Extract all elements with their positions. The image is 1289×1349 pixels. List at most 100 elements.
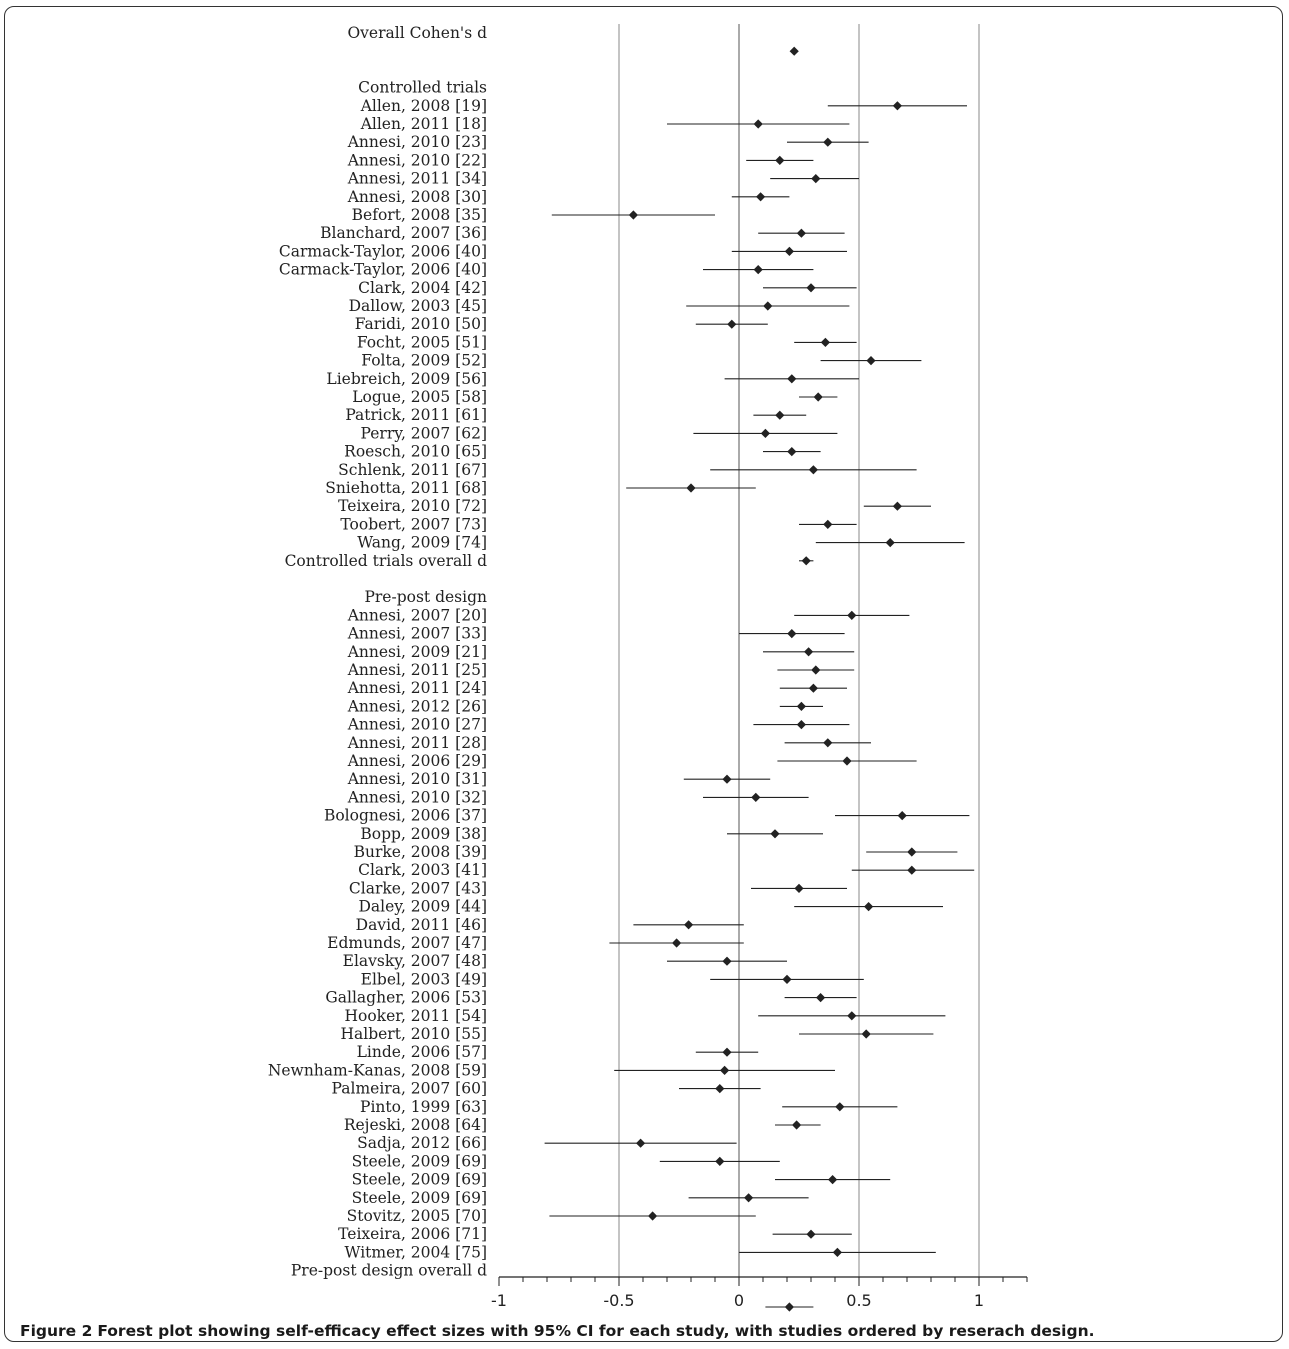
effect-size-marker bbox=[907, 865, 917, 875]
effect-size-marker bbox=[861, 1029, 871, 1039]
effect-size-marker bbox=[806, 283, 816, 293]
study-label: Carmack-Taylor, 2006 [40] bbox=[279, 242, 487, 260]
study-label: Annesi, 2011 [28] bbox=[347, 734, 487, 752]
effect-size-marker bbox=[796, 701, 806, 711]
effect-size-marker bbox=[847, 1011, 857, 1021]
study-label: Clark, 2003 [41] bbox=[358, 861, 487, 879]
effect-size-marker bbox=[784, 1302, 794, 1312]
study-label: Witmer, 2004 [75] bbox=[345, 1243, 487, 1261]
effect-size-marker bbox=[784, 246, 794, 256]
study-label: Annesi, 2007 [20] bbox=[347, 606, 487, 624]
study-label: Palmeira, 2007 [60] bbox=[332, 1080, 487, 1098]
x-axis: -1 -0.5 0 0.5 1 bbox=[491, 1276, 1028, 1310]
study-label: Pinto, 1999 [63] bbox=[360, 1098, 487, 1116]
x-tick-label: -1 bbox=[491, 1291, 507, 1310]
effect-size-marker bbox=[808, 465, 818, 475]
study-label: Patrick, 2011 [61] bbox=[345, 406, 487, 424]
effect-size-marker bbox=[686, 483, 696, 493]
effect-size-marker bbox=[756, 192, 766, 202]
study-label: Elbel, 2003 [49] bbox=[361, 970, 487, 988]
study-label: Blanchard, 2007 [36] bbox=[320, 224, 487, 242]
effect-size-marker bbox=[813, 392, 823, 402]
study-label: Annesi, 2007 [33] bbox=[347, 625, 487, 643]
effect-size-marker bbox=[828, 1175, 838, 1185]
x-tick-label: 0.5 bbox=[846, 1291, 871, 1310]
effect-size-marker bbox=[648, 1211, 658, 1221]
study-label: Annesi, 2011 [24] bbox=[347, 679, 487, 697]
effect-size-marker bbox=[864, 902, 874, 912]
study-label: Annesi, 2012 [26] bbox=[347, 697, 487, 715]
effect-size-marker bbox=[847, 610, 857, 620]
study-label: Folta, 2009 [52] bbox=[361, 352, 487, 370]
effect-size-marker bbox=[727, 319, 737, 329]
study-label: Annesi, 2010 [22] bbox=[347, 151, 487, 169]
study-label: Newnham-Kanas, 2008 [59] bbox=[268, 1061, 487, 1079]
study-label: Stovitz, 2005 [70] bbox=[347, 1207, 487, 1225]
study-label: Halbert, 2010 [55] bbox=[341, 1025, 488, 1043]
effect-size-marker bbox=[787, 629, 797, 639]
effect-size-marker bbox=[801, 556, 811, 566]
study-label: Annesi, 2010 [32] bbox=[347, 788, 487, 806]
study-label: Annesi, 2011 [25] bbox=[347, 661, 487, 679]
effect-size-marker bbox=[722, 1047, 732, 1057]
study-label: Befort, 2008 [35] bbox=[352, 206, 487, 224]
effect-size-marker bbox=[811, 665, 821, 675]
effect-size-marker bbox=[744, 1193, 754, 1203]
effect-size-marker bbox=[782, 974, 792, 984]
effect-size-marker bbox=[808, 683, 818, 693]
study-label: Perry, 2007 [62] bbox=[361, 424, 487, 442]
x-tick-label: 1 bbox=[974, 1291, 984, 1310]
x-tick-label: 0 bbox=[734, 1291, 744, 1310]
study-label: Rejeski, 2008 [64] bbox=[344, 1116, 487, 1134]
x-tick-label: -0.5 bbox=[603, 1291, 634, 1310]
study-label: Pre-post design overall d bbox=[291, 1262, 487, 1280]
study-label: Daley, 2009 [44] bbox=[358, 898, 487, 916]
caption-figure-number: Figure 2 bbox=[20, 1322, 93, 1340]
study-label: Annesi, 2010 [23] bbox=[347, 133, 487, 151]
study-label: Teixeira, 2010 [72] bbox=[338, 497, 487, 515]
study-label: Sadja, 2012 [66] bbox=[357, 1134, 487, 1152]
study-label: Dallow, 2003 [45] bbox=[349, 297, 487, 315]
study-label: Controlled trials bbox=[358, 79, 487, 97]
study-label: Toobert, 2007 [73] bbox=[340, 515, 487, 533]
study-label: Schlenk, 2011 [67] bbox=[338, 461, 487, 479]
study-label: Steele, 2009 [69] bbox=[352, 1189, 487, 1207]
effect-size-marker bbox=[775, 155, 785, 165]
study-label: Faridi, 2010 [50] bbox=[355, 315, 487, 333]
study-label: Annesi, 2011 [34] bbox=[347, 170, 487, 188]
study-label: Edmunds, 2007 [47] bbox=[327, 934, 487, 952]
effect-size-marker bbox=[897, 811, 907, 821]
effect-size-marker bbox=[820, 337, 830, 347]
effect-size-marker bbox=[792, 1120, 802, 1130]
study-label: Liebreich, 2009 [56] bbox=[326, 370, 487, 388]
study-label: Elavsky, 2007 [48] bbox=[343, 952, 487, 970]
study-label: Roesch, 2010 [65] bbox=[344, 443, 487, 461]
study-label: Carmack-Taylor, 2006 [40] bbox=[279, 261, 487, 279]
study-label: Teixeira, 2006 [71] bbox=[338, 1225, 487, 1243]
effect-size-marker bbox=[796, 720, 806, 730]
study-label: David, 2011 [46] bbox=[356, 916, 487, 934]
effect-size-marker bbox=[806, 1229, 816, 1239]
effect-size-marker bbox=[636, 1138, 646, 1148]
study-label: Bolognesi, 2006 [37] bbox=[324, 807, 487, 825]
gridlines bbox=[618, 24, 980, 1277]
study-label: Annesi, 2010 [31] bbox=[347, 770, 487, 788]
effect-size-marker bbox=[787, 447, 797, 457]
effect-size-marker bbox=[753, 265, 763, 275]
effect-size-marker bbox=[866, 356, 876, 366]
study-label: Controlled trials overall d bbox=[285, 552, 488, 570]
effect-size-marker bbox=[775, 410, 785, 420]
effect-size-marker bbox=[672, 938, 682, 948]
study-label: Steele, 2009 [69] bbox=[352, 1171, 487, 1189]
study-label: Annesi, 2009 [21] bbox=[347, 643, 487, 661]
study-label: Hooker, 2011 [54] bbox=[345, 1007, 488, 1025]
study-label: Clarke, 2007 [43] bbox=[349, 879, 487, 897]
effect-size-marker bbox=[835, 1102, 845, 1112]
effect-size-marker bbox=[823, 519, 833, 529]
study-label: Focht, 2005 [51] bbox=[357, 333, 487, 351]
effect-size-marker bbox=[715, 1156, 725, 1166]
caption-text: Forest plot showing self-efficacy effect… bbox=[97, 1322, 1095, 1340]
effect-size-marker bbox=[804, 647, 814, 657]
effect-size-marker bbox=[753, 119, 763, 129]
confidence-intervals bbox=[544, 105, 975, 1308]
